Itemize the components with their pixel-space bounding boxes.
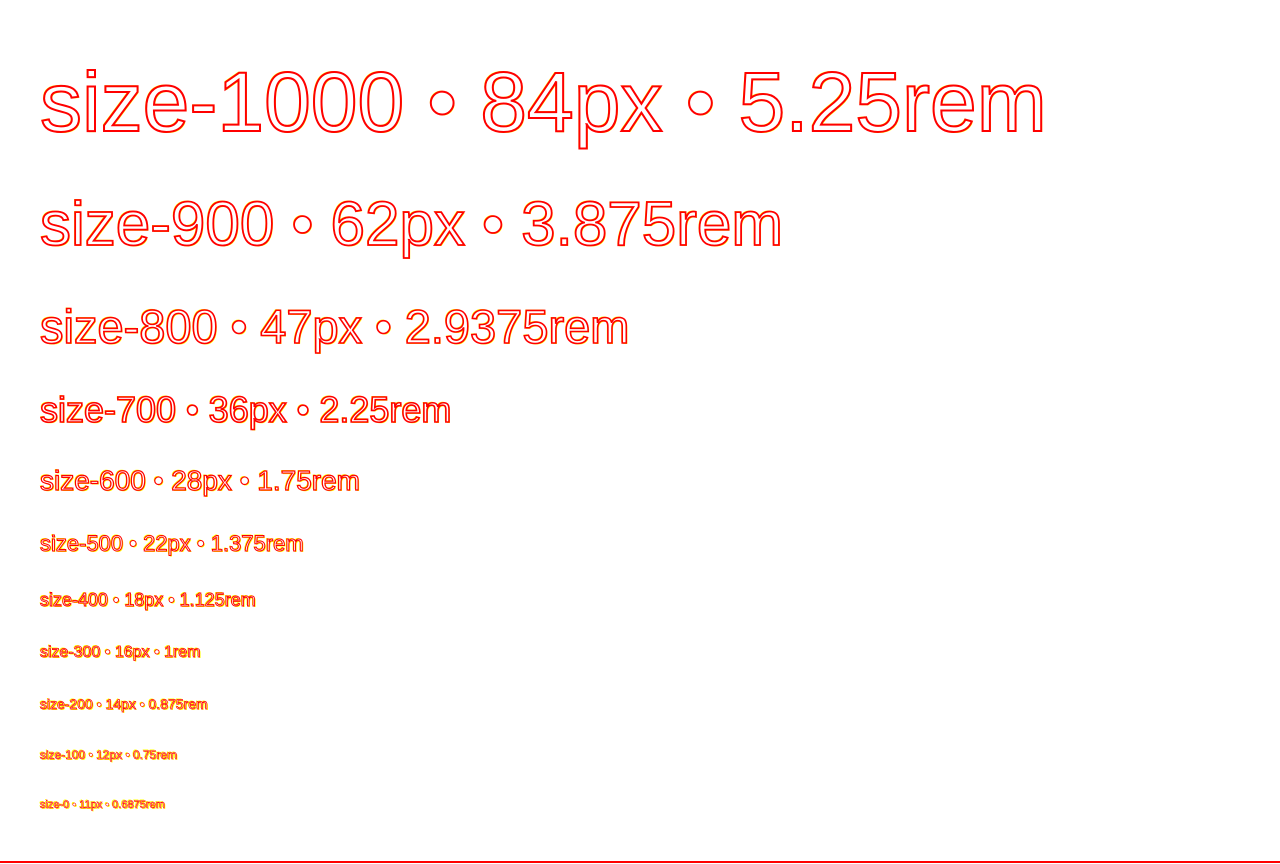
type-sample-size-300: size-300 • 16px • 1rem [40,644,201,661]
bottom-divider [0,861,1280,863]
type-sample-size-400: size-400 • 18px • 1.125rem [40,590,257,610]
type-sample-size-500: size-500 • 22px • 1.375rem [40,531,305,556]
type-sample-size-600: size-600 • 28px • 1.75rem [39,465,360,496]
type-sample-size-100: size-100 • 12px • 0.75rem [40,748,178,762]
type-sample-size-0: size-0 • 11px • 0.6875rem [40,799,165,811]
type-sample-size-800: size-800 • 47px • 2.9375rem [39,300,630,353]
type-sample-size-200: size-200 • 14px • 0.875rem [40,696,208,712]
type-sample-size-1000: size-1000 • 84px • 5.25rem [39,55,1048,149]
type-sample-size-700: size-700 • 36px • 2.25rem [39,389,452,430]
type-sample-size-900: size-900 • 62px • 3.875rem [39,190,784,259]
